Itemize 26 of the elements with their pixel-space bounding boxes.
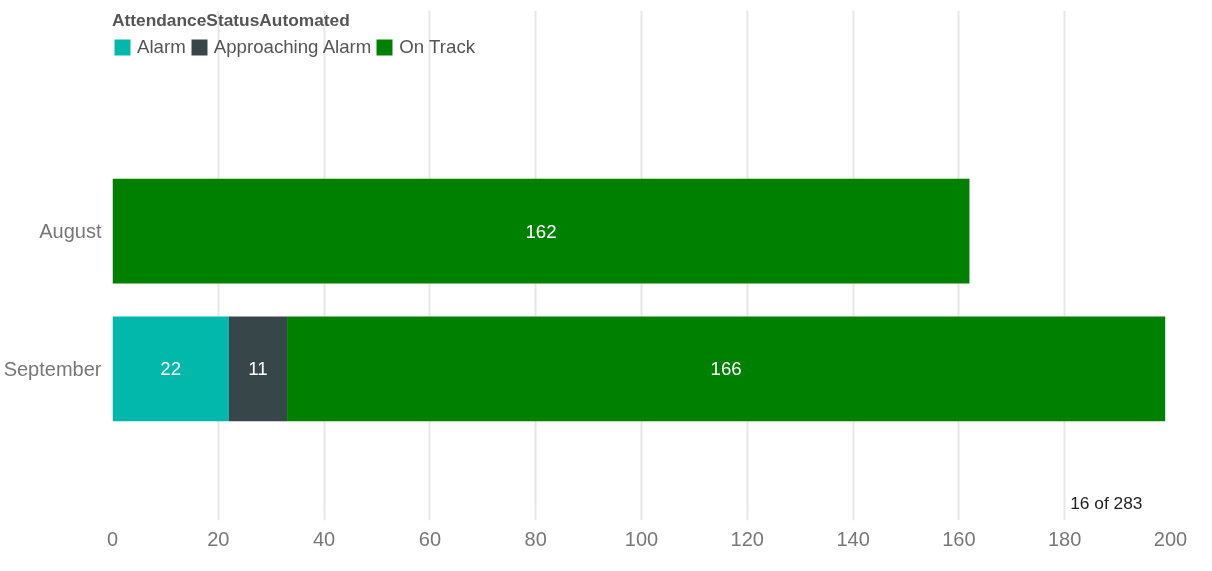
x-tick-label: 80	[524, 527, 547, 550]
legend-title: AttendanceStatusAutomated	[112, 10, 351, 31]
x-tick-label: 140	[836, 527, 870, 550]
x-tick-label: 160	[942, 527, 976, 550]
data-label: 162	[525, 220, 557, 242]
bar	[112, 178, 970, 284]
y-tick-label: September	[3, 357, 102, 380]
data-label: 22	[160, 358, 182, 380]
x-tick-label: 180	[1048, 527, 1082, 550]
x-tick-label: 40	[312, 527, 336, 550]
legend-label: Alarm	[137, 36, 186, 58]
x-tick-label: 20	[207, 527, 230, 550]
text: 16 of 283	[1070, 492, 1143, 513]
x-tick-label: 60	[418, 527, 442, 550]
bar	[228, 316, 288, 422]
bar	[112, 316, 229, 422]
x-tick-label: 120	[730, 527, 764, 550]
data-label: 166	[710, 358, 742, 380]
x-tick-label: 0	[106, 527, 119, 550]
x-tick-label: 200	[1153, 527, 1188, 550]
legend-label: Approaching Alarm	[213, 36, 372, 58]
y-tick-label: August	[39, 220, 102, 243]
x-tick-label: 100	[624, 527, 659, 550]
bar	[287, 316, 1166, 422]
data-label: 11	[248, 358, 268, 380]
legend-label: On Track	[399, 36, 476, 58]
